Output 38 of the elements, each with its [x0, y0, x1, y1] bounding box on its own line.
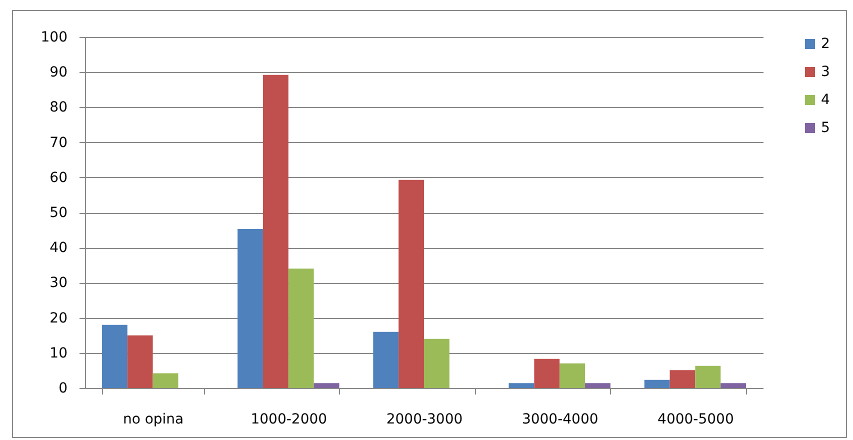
x-tick-label: 1000-2000 [250, 412, 328, 428]
bar [288, 268, 314, 388]
bar [534, 358, 560, 388]
y-tick-label: 70 [50, 134, 68, 151]
y-tick-label: 50 [50, 205, 68, 221]
y-tick-label: 40 [50, 240, 68, 256]
bar [508, 383, 534, 388]
bar [695, 366, 721, 388]
legend-label: 3 [821, 64, 830, 80]
bar [644, 380, 670, 388]
bar [398, 180, 424, 388]
x-tick-label: 3000-4000 [522, 412, 598, 428]
bar [102, 324, 128, 388]
x-tick-label: 4000-5000 [658, 412, 734, 428]
y-tick-label: 90 [50, 64, 68, 81]
y-tick-label: 0 [58, 380, 68, 396]
y-tick-label: 30 [50, 275, 68, 292]
bar [720, 383, 746, 388]
bar [585, 383, 610, 388]
y-tick-label: 10 [50, 345, 68, 362]
bar [238, 228, 263, 388]
legend-label: 5 [821, 120, 830, 136]
legend-label: 4 [821, 92, 830, 108]
bar [152, 373, 178, 388]
bar [373, 332, 399, 388]
bar [127, 335, 153, 388]
y-tick-label: 100 [40, 30, 68, 46]
bar [424, 338, 450, 388]
y-tick-label: 20 [50, 310, 68, 326]
bar [670, 370, 696, 388]
legend-label: 2 [821, 36, 830, 52]
bar [560, 363, 586, 388]
bar [262, 74, 288, 388]
bar [314, 383, 340, 388]
x-tick-label: 2000-3000 [386, 412, 463, 428]
y-tick-label: 80 [50, 100, 68, 116]
x-tick-label: no opina [122, 412, 184, 428]
y-tick-label: 60 [50, 170, 68, 186]
